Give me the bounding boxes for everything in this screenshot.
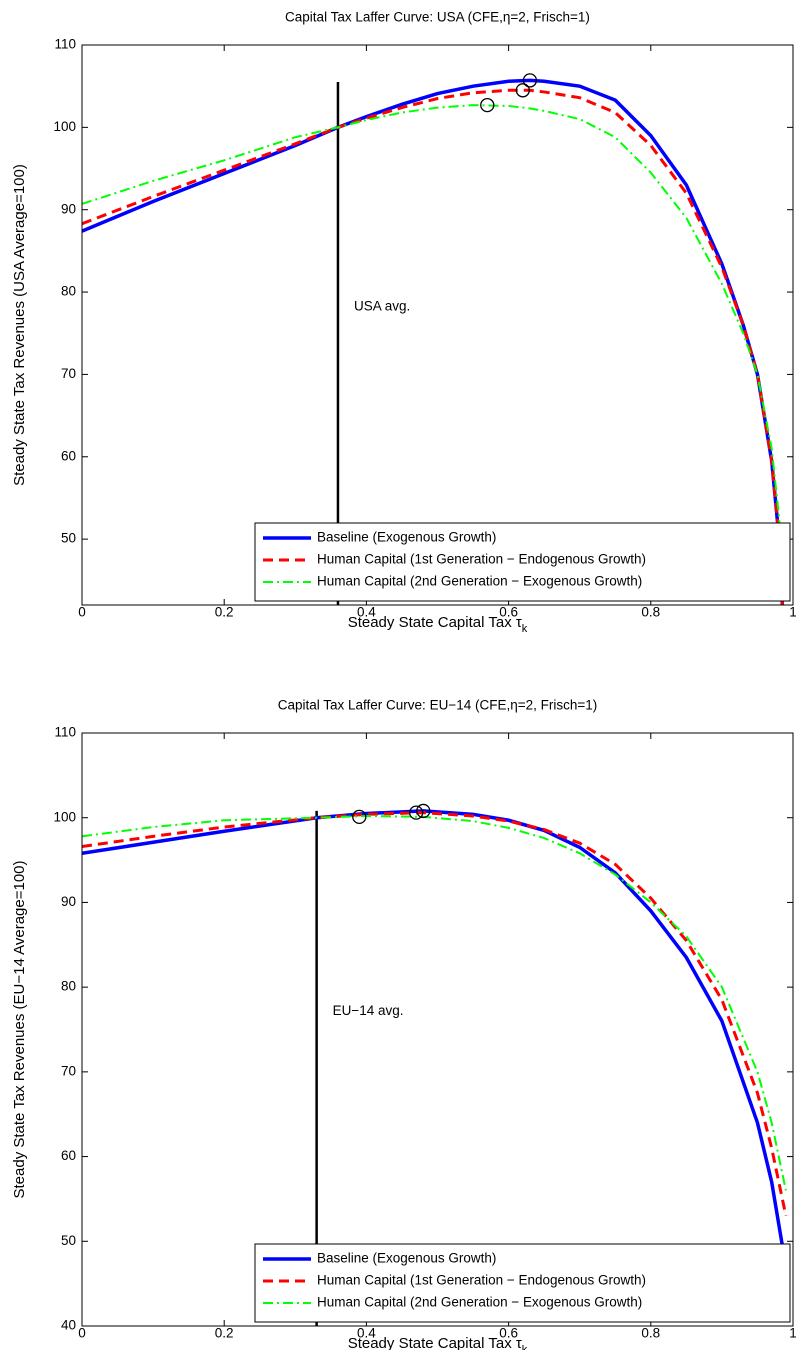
y-tick-label: 50 (61, 1233, 76, 1248)
x-tick-label: 0.2 (215, 1326, 234, 1341)
series-line (82, 815, 787, 1191)
y-tick-label: 90 (61, 894, 76, 909)
peak-marker (416, 803, 431, 819)
x-tick-label: 0.8 (641, 605, 660, 620)
legend-label: Human Capital (1st Generation − Endogeno… (317, 1273, 646, 1288)
series-line (82, 811, 788, 1217)
y-tick-label: 70 (61, 366, 76, 381)
x-tick-label: 1 (789, 1326, 796, 1341)
legend-label: Baseline (Exogenous Growth) (317, 530, 496, 545)
x-axis-label-main: Steady State Capital Tax τ (348, 1335, 522, 1350)
x-tick-label: 0.8 (641, 1326, 660, 1341)
chart-title: Capital Tax Laffer Curve: EU−14 (CFE,η=2… (278, 698, 598, 713)
x-tick-label: 0.2 (215, 605, 234, 620)
legend-label: Baseline (Exogenous Growth) (317, 1251, 496, 1266)
reference-label: EU−14 avg. (333, 1003, 404, 1018)
legend-label: Human Capital (1st Generation − Endogeno… (317, 552, 646, 567)
x-axis-label-sub: k (522, 623, 528, 635)
y-tick-label: 60 (61, 448, 76, 463)
reference-label: USA avg. (354, 299, 410, 314)
x-tick-label: 0.6 (499, 605, 518, 620)
subplot: Capital Tax Laffer Curve: EU−14 (CFE,η=2… (11, 698, 796, 1350)
y-axis-label: Steady State Tax Revenues (USA Average=1… (11, 164, 28, 486)
y-tick-label: 70 (61, 1063, 76, 1078)
y-tick-label: 110 (54, 725, 76, 740)
y-tick-label: 80 (61, 284, 76, 299)
axes-frame (81, 732, 794, 1327)
x-tick-label: 0 (78, 1326, 86, 1341)
x-axis-label: Steady State Capital Tax τk (348, 614, 528, 635)
chart-title: Capital Tax Laffer Curve: USA (CFE,η=2, … (285, 10, 590, 25)
y-tick-label: 90 (61, 201, 76, 216)
legend: Baseline (Exogenous Growth) Human Capital… (254, 1243, 791, 1323)
peak-marker (480, 97, 495, 113)
subplot: Capital Tax Laffer Curve: USA (CFE,η=2, … (11, 10, 796, 635)
x-tick-label: 1 (789, 605, 796, 620)
legend-label: Human Capital (2nd Generation − Exogenou… (317, 1295, 642, 1310)
y-tick-label: 80 (61, 979, 76, 994)
series-line (82, 809, 788, 1267)
x-tick-label: 0.4 (357, 1326, 376, 1341)
peak-marker (409, 805, 424, 820)
x-tick-label: 0.4 (357, 605, 376, 620)
x-axis-label: Steady State Capital Tax τk (348, 1335, 528, 1350)
legend-label: Human Capital (2nd Generation − Exogenou… (317, 574, 642, 589)
y-axis-label: Steady State Tax Revenues (EU−14 Average… (11, 860, 28, 1198)
legend: Baseline (Exogenous Growth) Human Capital… (254, 522, 791, 602)
x-tick-label: 0.6 (499, 1326, 518, 1341)
x-tick-label: 0 (78, 605, 86, 620)
y-tick-label: 60 (61, 1148, 76, 1163)
y-tick-label: 110 (54, 37, 76, 52)
x-axis-label-sub: k (522, 1344, 528, 1350)
plot-area (82, 809, 788, 1267)
x-axis-label-main: Steady State Capital Tax τ (348, 614, 522, 631)
axes-frame (81, 44, 794, 606)
legend-box (254, 1243, 791, 1323)
y-tick-label: 100 (53, 809, 76, 824)
peak-marker (515, 83, 530, 98)
series-line (82, 104, 784, 564)
legend-box (254, 522, 791, 602)
peak-marker (352, 809, 367, 825)
series-line (82, 88, 784, 605)
peak-marker (522, 73, 538, 88)
y-tick-label: 40 (61, 1318, 76, 1333)
y-tick-label: 100 (53, 119, 76, 134)
y-tick-label: 50 (61, 531, 76, 546)
